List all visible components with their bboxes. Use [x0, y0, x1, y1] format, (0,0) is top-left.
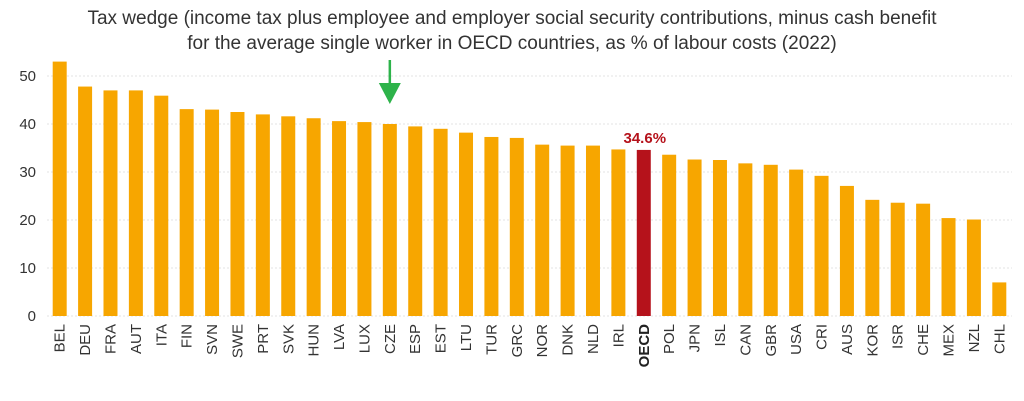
- x-label-irl: IRL: [610, 324, 627, 347]
- x-label-fra: FRA: [102, 324, 119, 354]
- x-label-svn: SVN: [204, 324, 221, 355]
- bar-fra: [103, 90, 118, 317]
- x-label-ita: ITA: [153, 324, 170, 346]
- bar-ltu: [459, 132, 474, 316]
- x-label-esp: ESP: [407, 324, 424, 354]
- chart-title-line-2: for the average single worker in OECD co…: [187, 33, 836, 54]
- y-tick-label: 0: [28, 308, 36, 325]
- bar-bel: [52, 61, 67, 316]
- x-label-nzl: NZL: [966, 324, 983, 352]
- x-label-chl: CHL: [991, 324, 1008, 354]
- bar-kor: [865, 199, 880, 316]
- bar-deu: [78, 86, 93, 316]
- y-tick-label: 10: [19, 260, 36, 277]
- x-label-nor: NOR: [534, 324, 551, 358]
- bar-grc: [509, 137, 524, 316]
- x-label-che: CHE: [915, 324, 932, 356]
- down-arrow-icon: [378, 60, 401, 104]
- bar-hun: [306, 118, 321, 317]
- bar-nld: [585, 145, 600, 316]
- bar-irl: [611, 149, 626, 316]
- x-label-grc: GRC: [509, 324, 526, 358]
- y-tick-label: 40: [19, 116, 36, 133]
- bar-usa: [789, 169, 804, 316]
- bar-dnk: [560, 145, 575, 316]
- bar-esp: [408, 126, 423, 317]
- bar-nzl: [966, 219, 981, 316]
- x-label-swe: SWE: [229, 324, 246, 358]
- bars: [52, 61, 1007, 317]
- x-label-lva: LVA: [331, 324, 348, 350]
- bar-aut: [128, 90, 143, 317]
- x-label-lux: LUX: [356, 324, 373, 353]
- x-label-cze: CZE: [382, 324, 399, 354]
- bar-fin: [179, 109, 194, 317]
- x-label-aus: AUS: [839, 324, 856, 355]
- bar-tur: [484, 136, 499, 316]
- bar-pol: [662, 154, 677, 316]
- x-label-jpn: JPN: [687, 324, 704, 352]
- highlight-data-label: 34.6%: [624, 130, 667, 147]
- x-label-isr: ISR: [890, 324, 907, 349]
- bar-jpn: [687, 159, 702, 316]
- x-label-tur: TUR: [483, 324, 500, 355]
- chart-title-line-1: Tax wedge (income tax plus employee and …: [87, 8, 937, 29]
- x-label-ltu: LTU: [458, 324, 475, 351]
- x-label-deu: DEU: [77, 324, 94, 356]
- x-axis-labels: BEL DEU FRA AUT ITA FIN SVN SWE PRT SVK HUN LVA LUX C…: [52, 324, 1009, 368]
- x-label-usa: USA: [788, 324, 805, 355]
- bar-svn: [205, 109, 220, 316]
- y-tick-label: 20: [19, 212, 36, 229]
- bar-lva: [332, 121, 347, 317]
- x-label-gbr: GBR: [763, 324, 780, 357]
- bar-est: [433, 128, 448, 316]
- bar-chl: [992, 282, 1007, 316]
- bar-can: [738, 163, 753, 316]
- bar-oecd: [636, 149, 651, 316]
- x-label-can: CAN: [737, 324, 754, 356]
- x-label-est: EST: [433, 324, 450, 353]
- x-label-pol: POL: [661, 324, 678, 354]
- bar-gbr: [763, 164, 778, 316]
- y-tick-label: 50: [19, 68, 36, 85]
- bar-swe: [230, 112, 245, 316]
- bar-mex: [941, 218, 956, 316]
- bar-cze: [382, 124, 397, 316]
- x-label-cri: CRI: [814, 324, 831, 350]
- bar-ita: [154, 95, 169, 317]
- x-label-oecd: OECD: [636, 324, 653, 368]
- bar-prt: [255, 114, 270, 317]
- bar-aus: [839, 185, 854, 316]
- bar-isl: [712, 160, 727, 316]
- bar-isr: [890, 202, 905, 316]
- y-axis-ticks: 0 10 20 30 40 50: [19, 68, 36, 325]
- x-label-isl: ISL: [712, 324, 729, 347]
- x-label-svk: SVK: [280, 324, 297, 354]
- x-label-mex: MEX: [941, 324, 958, 357]
- x-label-kor: KOR: [864, 324, 881, 357]
- x-label-bel: BEL: [52, 324, 69, 352]
- x-label-dnk: DNK: [560, 324, 577, 356]
- bar-svk: [281, 116, 296, 316]
- bar-cri: [814, 175, 829, 316]
- annotations: 34.6%: [378, 60, 667, 147]
- x-label-prt: PRT: [255, 324, 272, 354]
- y-tick-label: 30: [19, 164, 36, 181]
- x-label-hun: HUN: [306, 324, 323, 357]
- x-label-nld: NLD: [585, 324, 602, 354]
- x-label-fin: FIN: [179, 324, 196, 348]
- x-label-aut: AUT: [128, 324, 145, 354]
- bar-lux: [357, 122, 372, 316]
- bar-che: [916, 203, 931, 316]
- bar-nor: [535, 144, 550, 316]
